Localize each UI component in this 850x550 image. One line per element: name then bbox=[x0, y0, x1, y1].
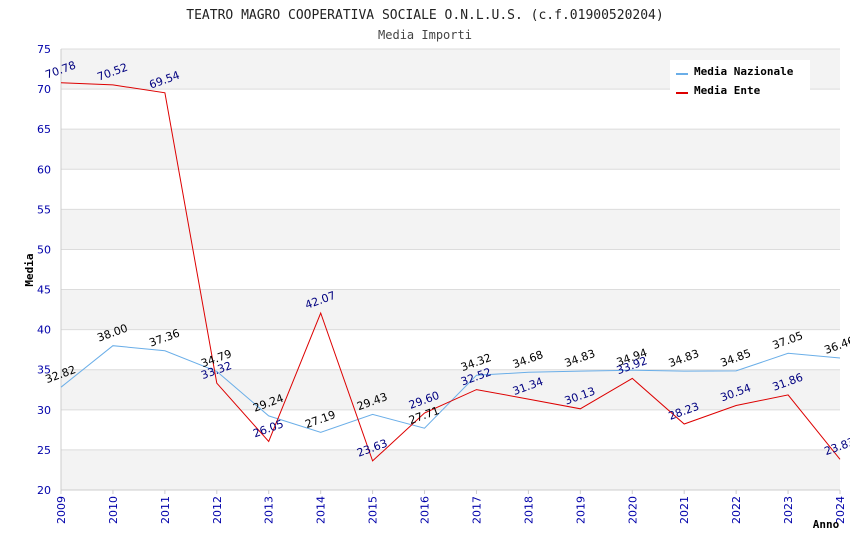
grid-band bbox=[61, 209, 840, 250]
grid-band bbox=[61, 449, 840, 490]
grid-band bbox=[61, 129, 840, 170]
y-tick-label: 30 bbox=[37, 404, 51, 417]
x-tick-label: 2012 bbox=[211, 496, 224, 524]
x-tick-label: 2018 bbox=[522, 496, 535, 524]
y-tick-label: 45 bbox=[37, 284, 51, 297]
x-tick-label: 2014 bbox=[315, 496, 328, 524]
y-tick-label: 65 bbox=[37, 123, 51, 136]
x-tick-label: 2009 bbox=[55, 496, 68, 524]
data-label: 34.83 bbox=[563, 347, 597, 370]
y-tick-label: 75 bbox=[37, 43, 51, 56]
y-tick-label: 50 bbox=[37, 243, 51, 256]
x-tick-label: 2010 bbox=[107, 496, 120, 524]
axes: 20 25 30 35 40 45 50 55 60 65 70 75 2009 2010 2011 2012… bbox=[37, 43, 847, 524]
y-tick-label: 70 bbox=[37, 83, 51, 96]
chart-subtitle: Media Importi bbox=[378, 28, 472, 42]
data-label: 37.05 bbox=[771, 329, 805, 352]
legend-label: Media Ente bbox=[694, 84, 761, 97]
x-tick-label: 2019 bbox=[574, 496, 587, 524]
y-tick-label: 25 bbox=[37, 444, 51, 457]
data-label: 23.83 bbox=[823, 435, 850, 458]
y-tick-label: 60 bbox=[37, 163, 51, 176]
series-line-1 bbox=[60, 82, 841, 462]
y-axis-label: Media bbox=[23, 253, 36, 286]
x-axis-label: Anno bbox=[813, 518, 840, 531]
y-tick-label: 40 bbox=[37, 324, 51, 337]
x-tick-label: 2011 bbox=[159, 496, 172, 524]
data-label: 26.05 bbox=[251, 417, 285, 440]
x-tick-label: 2021 bbox=[678, 496, 691, 524]
data-label: 34.83 bbox=[667, 347, 701, 370]
x-tick-label: 2015 bbox=[367, 496, 380, 524]
chart-title: TEATRO MAGRO COOPERATIVA SOCIALE O.N.L.U… bbox=[186, 8, 663, 23]
legend-label: Media Nazionale bbox=[694, 65, 794, 78]
x-tick-label: 2020 bbox=[626, 496, 639, 524]
grid-band bbox=[61, 289, 840, 330]
legend: Media Nazionale Media Ente bbox=[670, 60, 810, 102]
y-tick-label: 35 bbox=[37, 364, 51, 377]
grid-band bbox=[61, 369, 840, 410]
x-tick-label: 2016 bbox=[419, 496, 432, 524]
data-label: 34.85 bbox=[719, 347, 753, 370]
series-lines bbox=[60, 82, 841, 462]
y-tick-label: 55 bbox=[37, 203, 51, 216]
data-label: 36.46 bbox=[823, 334, 850, 357]
grid-bands bbox=[61, 48, 840, 491]
data-label: 34.68 bbox=[511, 348, 545, 371]
y-tick-label: 20 bbox=[37, 484, 51, 497]
data-label: 27.19 bbox=[303, 408, 337, 431]
x-tick-label: 2022 bbox=[730, 496, 743, 524]
x-tick-label: 2017 bbox=[470, 496, 483, 524]
x-tick-label: 2024 bbox=[834, 496, 847, 524]
x-tick-label: 2023 bbox=[782, 496, 795, 524]
x-tick-label: 2013 bbox=[263, 496, 276, 524]
legend-box bbox=[670, 60, 810, 102]
